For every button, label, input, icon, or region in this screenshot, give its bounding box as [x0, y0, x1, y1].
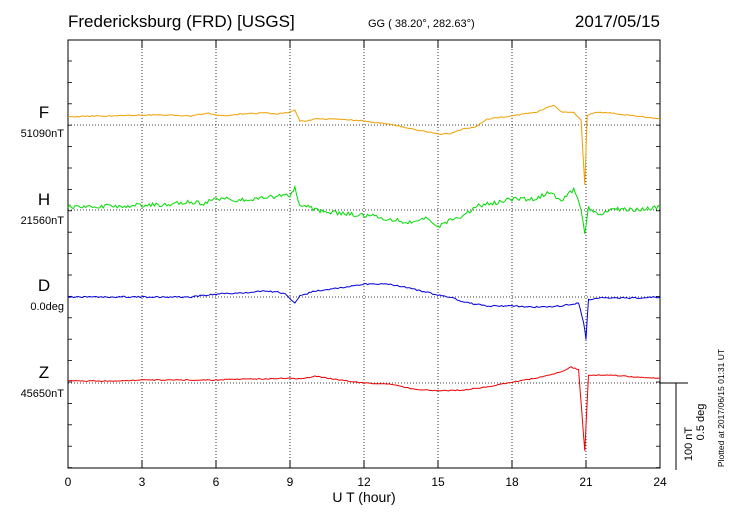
x-axis: 0 3 6 9 12 15 18 21 24: [65, 40, 667, 489]
channel-label-z: Z: [39, 363, 49, 382]
x-tick-label-15: 15: [431, 475, 445, 489]
x-tick-label-0: 0: [65, 475, 72, 489]
series-group: [67, 104, 661, 451]
x-tick-label-9: 9: [287, 475, 294, 489]
scale-bar-deg: 0.5 deg: [695, 404, 707, 441]
x-tick-label-12: 12: [357, 475, 371, 489]
channel-baseline-z: 45650nT: [21, 388, 65, 400]
scale-bar: 100 nT 0.5 deg: [660, 382, 707, 470]
x-tick-label-24: 24: [653, 475, 667, 489]
plotted-at-note: Plotted at 2017/06/15 01:31 UT: [716, 349, 726, 467]
channel-baseline-f: 51090nT: [21, 128, 65, 140]
channel-baseline-h: 21560nT: [21, 215, 65, 227]
grid: [141, 40, 587, 468]
x-tick-label-21: 21: [579, 475, 593, 489]
station-title: Fredericksburg (FRD) [USGS]: [68, 12, 295, 31]
series-line-z: [67, 366, 661, 451]
scale-bar-nt: 100 nT: [683, 427, 695, 462]
x-tick-label-6: 6: [213, 475, 220, 489]
channel-label-h: H: [38, 190, 50, 209]
channel-label-f: F: [39, 103, 49, 122]
x-axis-label: U T (hour): [332, 489, 395, 505]
channel-baseline-d: 0.0deg: [30, 301, 64, 313]
series-line-f: [67, 104, 661, 185]
x-tick-label-3: 3: [139, 475, 146, 489]
channel-labels: F 51090nT H 21560nT D 0.0deg Z 45650nT: [21, 103, 65, 400]
coords-label: GG ( 38.20°, 282.63°): [368, 18, 475, 30]
x-tick-label-18: 18: [505, 475, 519, 489]
series-line-h: [67, 184, 661, 234]
date-label: 2017/05/15: [575, 12, 660, 31]
channel-label-d: D: [38, 276, 50, 295]
series-line-d: [67, 282, 661, 340]
